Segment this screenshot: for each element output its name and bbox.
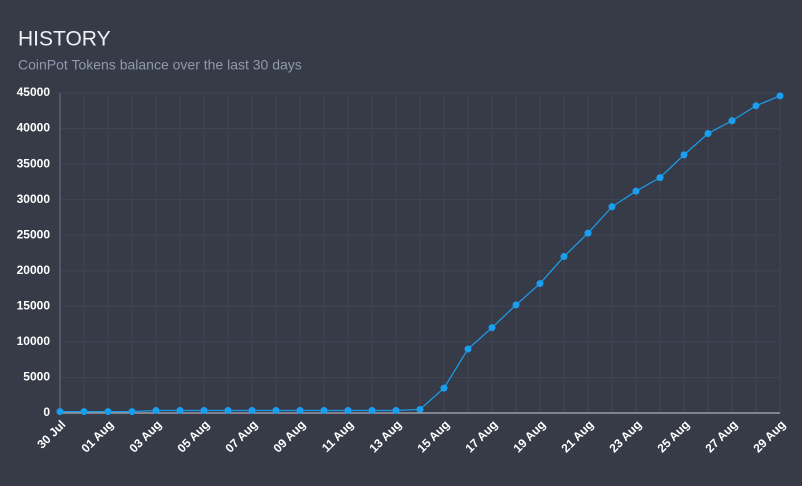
point [176,407,184,415]
point [512,301,520,309]
point [632,187,640,195]
point [464,345,472,353]
point [608,203,616,211]
point [320,407,328,415]
point [104,408,112,416]
y-tick-label: 20000 [17,263,51,277]
point [56,408,64,416]
y-tick-label: 15000 [17,299,51,313]
point [656,174,664,182]
y-tick-label: 35000 [17,156,51,170]
chart-title: HISTORY [18,28,111,51]
point [560,253,568,261]
y-tick-label: 45000 [17,85,51,99]
point [440,384,448,392]
point [344,407,352,415]
point [776,92,784,100]
point [200,407,208,415]
y-tick-label: 10000 [17,334,51,348]
chart-subtitle: CoinPot Tokens balance over the last 30 … [18,57,302,73]
point [536,280,544,288]
y-tick-label: 25000 [17,227,51,241]
point [80,408,88,416]
y-tick-label: 5000 [23,370,50,384]
point [128,408,136,416]
point [392,407,400,415]
point [584,229,592,237]
point [248,407,256,415]
y-tick-label: 40000 [17,121,51,135]
y-tick-label: 30000 [17,192,51,206]
point [416,405,424,413]
point [680,151,688,159]
point [488,324,496,332]
point [704,130,712,138]
point [728,117,736,125]
y-tick-label: 0 [43,405,50,419]
point [152,407,160,415]
point [368,407,376,415]
point [296,407,304,415]
point [224,407,232,415]
point [752,102,760,110]
point [272,407,280,415]
